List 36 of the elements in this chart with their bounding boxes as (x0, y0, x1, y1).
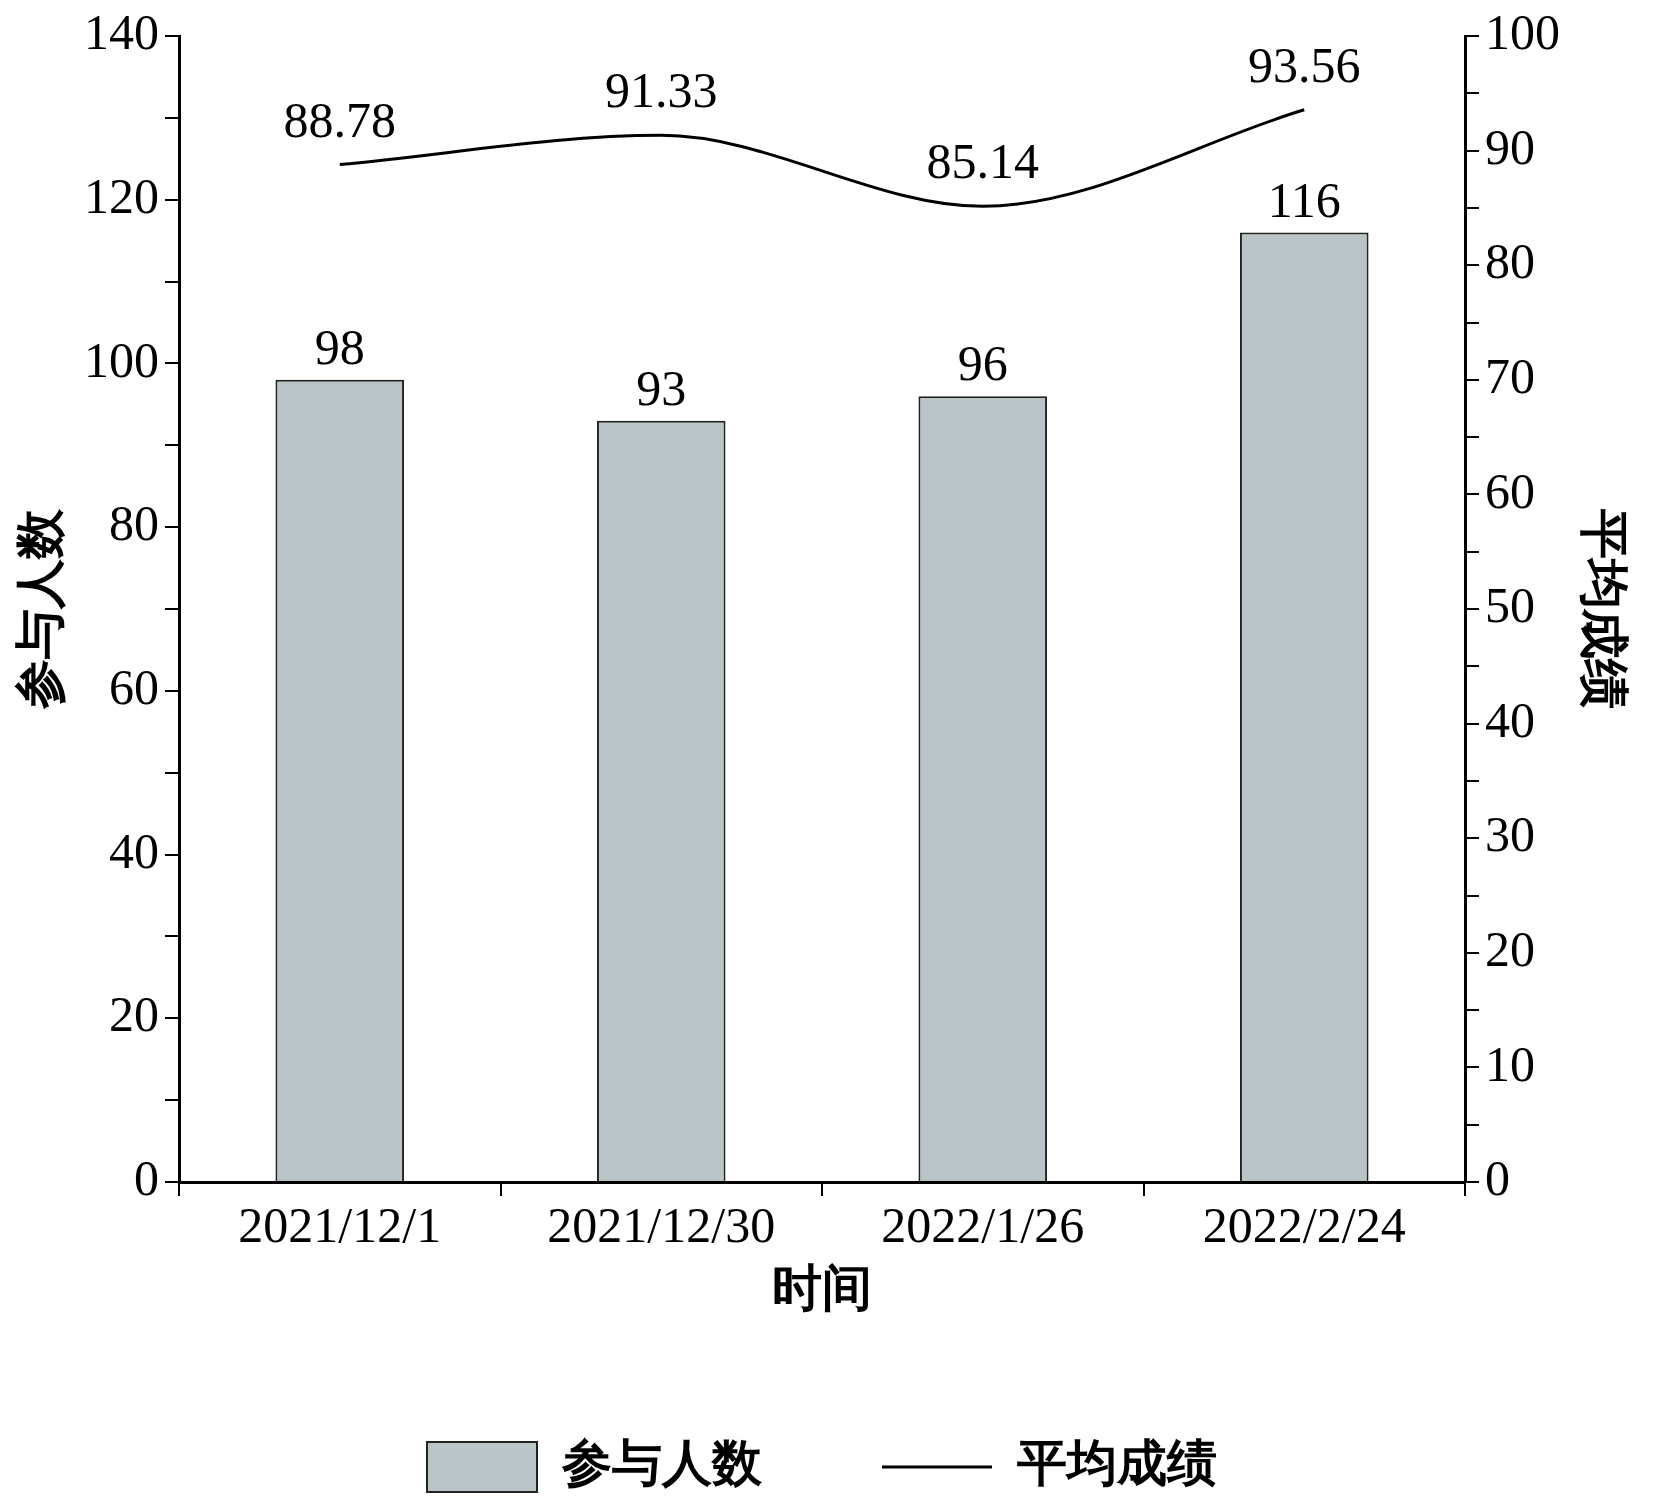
y-tick-label: 80 (109, 495, 159, 552)
data-label: 85.14 (926, 133, 1039, 190)
x-tick-label: 2022/2/24 (1202, 1197, 1406, 1254)
y-tick-label: 60 (109, 658, 159, 715)
y-tick-label: 20 (109, 986, 159, 1043)
data-label: 88.78 (283, 91, 396, 148)
y-axis-title: 参与人数 (11, 508, 68, 710)
y2-tick-label: 100 (1485, 4, 1560, 61)
x-tick-label: 2022/1/26 (881, 1197, 1085, 1254)
y2-tick-label: 0 (1485, 1150, 1510, 1207)
data-label: 98 (314, 318, 365, 375)
data-label: 93 (636, 359, 687, 416)
x-tick-label: 2021/12/30 (547, 1197, 776, 1254)
y2-axis-title: 平均成绩 (1576, 508, 1633, 709)
y2-tick-label: 60 (1485, 462, 1535, 519)
y2-tick-label: 70 (1485, 347, 1535, 404)
y2-tick-label: 40 (1485, 691, 1535, 748)
y-tick-label: 100 (84, 331, 159, 388)
legend-label: 平均成绩 (1016, 1434, 1217, 1491)
y2-tick-label: 20 (1485, 920, 1535, 977)
x-tick-label: 2021/12/1 (238, 1197, 442, 1254)
y2-tick-label: 80 (1485, 233, 1535, 290)
data-label: 91.33 (605, 62, 718, 119)
y-tick-label: 0 (134, 1150, 159, 1207)
y2-tick-label: 10 (1485, 1035, 1535, 1092)
y-tick-label: 120 (84, 167, 159, 224)
y-tick-label: 40 (109, 822, 159, 879)
y2-tick-label: 90 (1485, 118, 1535, 175)
data-label: 116 (1267, 171, 1341, 228)
x-axis-title: 时间 (772, 1259, 872, 1316)
y2-tick-label: 30 (1485, 806, 1535, 863)
data-label: 96 (957, 335, 1008, 392)
y2-tick-label: 50 (1485, 577, 1535, 634)
y-tick-label: 140 (84, 4, 159, 61)
data-label: 93.56 (1248, 36, 1361, 93)
legend-label: 参与人数 (561, 1434, 763, 1491)
